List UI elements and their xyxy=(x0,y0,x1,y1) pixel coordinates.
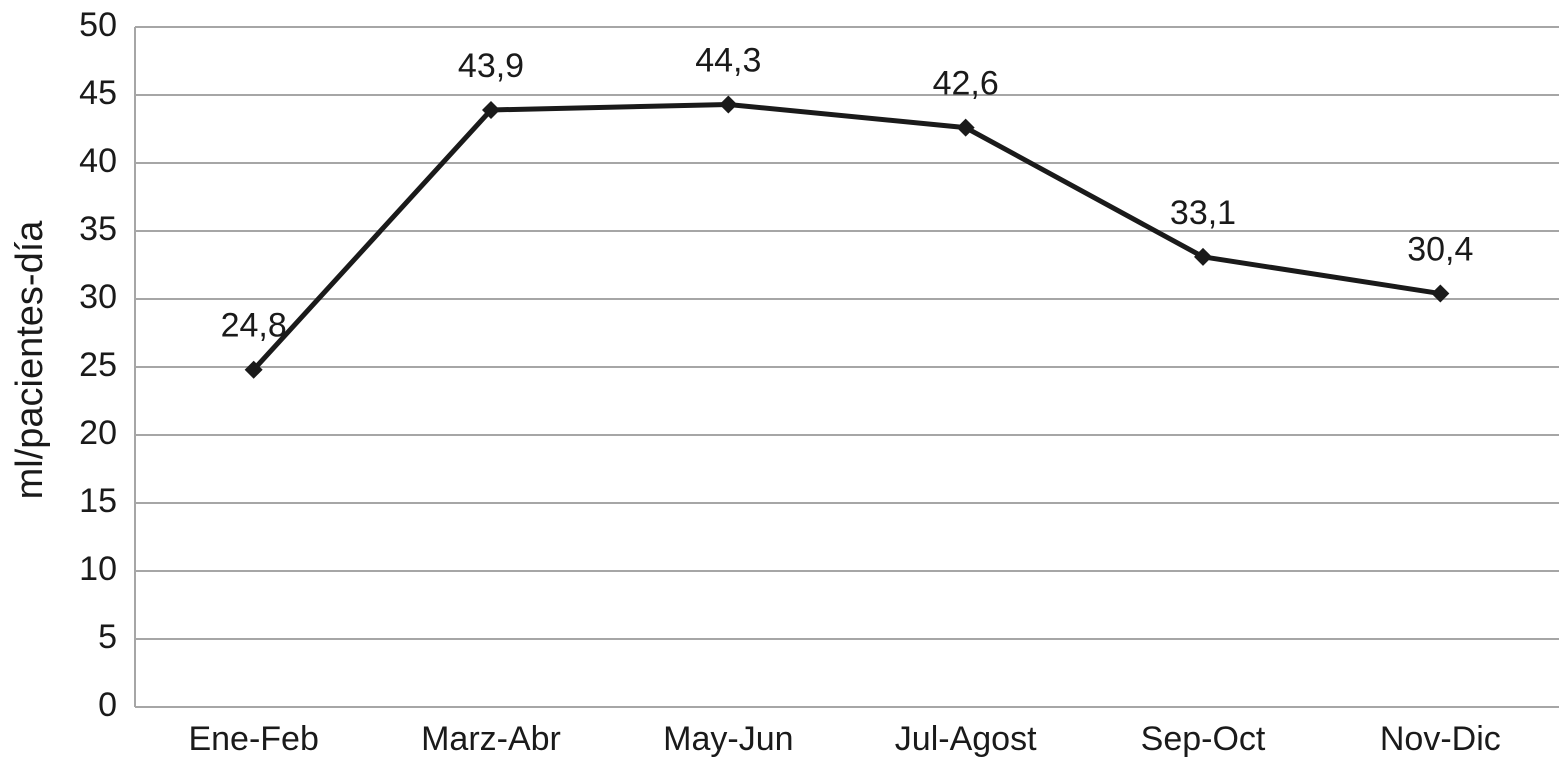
data-label: 43,9 xyxy=(458,47,524,85)
y-tick-label: 35 xyxy=(79,210,117,248)
x-tick-label: Ene-Feb xyxy=(188,720,318,758)
y-tick-label: 30 xyxy=(79,278,117,316)
y-axis-label: ml/pacientes-día xyxy=(9,220,51,500)
marker xyxy=(1194,247,1212,266)
marker xyxy=(244,360,263,379)
x-tick-label: May-Jun xyxy=(663,720,793,758)
marker xyxy=(719,95,738,114)
y-tick-label: 0 xyxy=(98,686,117,724)
x-tick-label: Nov-Dic xyxy=(1380,720,1501,758)
line xyxy=(251,102,1441,372)
data-label: 30,4 xyxy=(1407,231,1473,269)
data-label: 42,6 xyxy=(933,65,999,103)
marker xyxy=(956,118,975,137)
marker xyxy=(482,100,500,119)
x-tick-label: Sep-Oct xyxy=(1141,720,1266,758)
y-tick-label: 5 xyxy=(98,618,117,656)
data-label: 44,3 xyxy=(695,42,761,80)
marker xyxy=(1431,284,1450,303)
x-tick-label: Jul-Agost xyxy=(895,720,1037,758)
y-tick-label: 50 xyxy=(79,6,117,44)
y-tick-label: 15 xyxy=(79,482,117,520)
y-tick-label: 20 xyxy=(79,414,117,452)
y-tick-label: 10 xyxy=(79,550,117,588)
y-tick-label: 45 xyxy=(79,74,117,112)
y-tick-label: 25 xyxy=(79,346,117,384)
data-label: 24,8 xyxy=(221,307,287,345)
y-tick-label: 40 xyxy=(79,142,117,180)
x-tick-label: Marz-Abr xyxy=(421,720,561,758)
data-label: 33,1 xyxy=(1170,194,1236,232)
